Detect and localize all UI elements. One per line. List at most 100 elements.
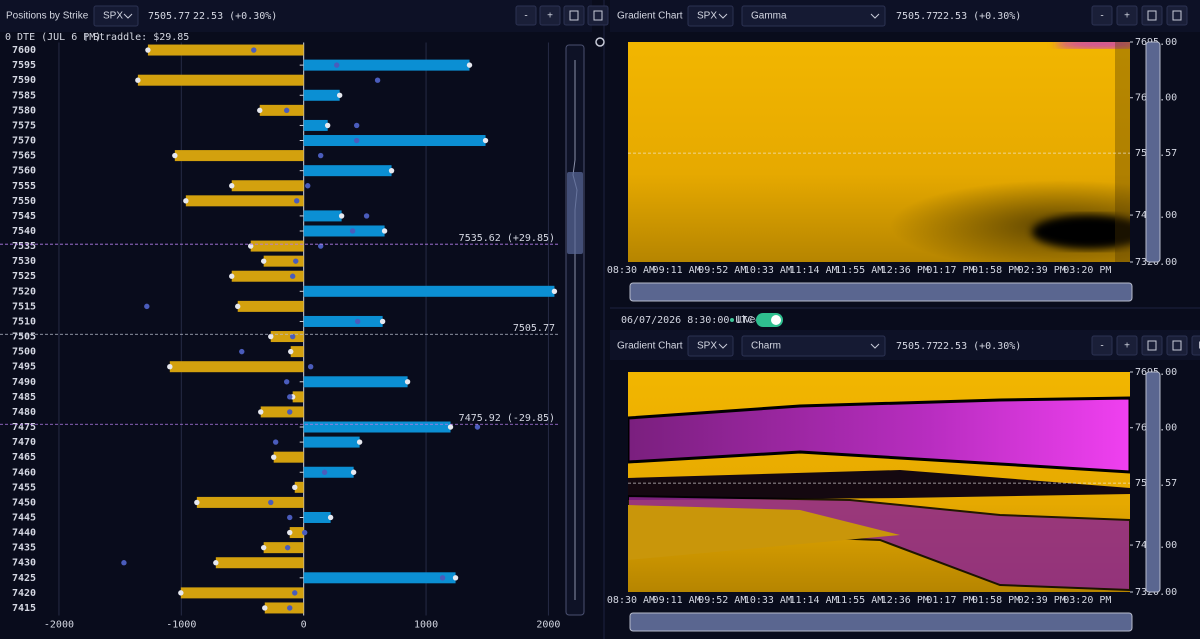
y-tick-label: 7515 — [12, 301, 36, 312]
y-tick-label: 7580 — [12, 105, 36, 116]
x-tick-label: 0 — [301, 620, 307, 631]
y-tick-label: 7500 — [12, 347, 36, 358]
x-tick-label: -1000 — [166, 620, 196, 631]
y-tick-label: 7570 — [12, 136, 36, 147]
y-tick-label: 7425 — [12, 573, 36, 584]
bar-end-dot — [324, 122, 331, 129]
button[interactable] — [1191, 335, 1200, 356]
bar — [303, 59, 470, 71]
v-scrollbar[interactable] — [1145, 371, 1161, 593]
x-tick-label: 12:36 PM — [881, 265, 929, 276]
bar — [303, 315, 383, 327]
dot — [289, 273, 296, 279]
live-label: Live — [737, 315, 756, 326]
dot — [353, 137, 360, 144]
bar-end-dot — [292, 484, 298, 491]
dot — [272, 439, 279, 445]
x-tick-label: 12:36 PM — [881, 595, 929, 606]
button[interactable] — [1091, 335, 1113, 356]
dropdown[interactable] — [687, 335, 734, 357]
y-tick-label: 7480 — [12, 407, 36, 418]
timestamp: 06/07/2026 8:30:00 UTC-4 — [621, 315, 766, 326]
button[interactable] — [1116, 335, 1138, 356]
x-tick-label: 11:14 AM — [789, 595, 837, 606]
bar-end-dot — [404, 379, 411, 385]
x-tick-label: 09:52 AM — [698, 265, 746, 276]
bar-end-dot — [167, 363, 173, 370]
bar — [185, 195, 304, 207]
dropdown[interactable] — [93, 5, 139, 27]
h-scrollbar[interactable] — [629, 612, 1133, 632]
button[interactable] — [1091, 5, 1113, 26]
bar-end-dot — [213, 560, 219, 566]
bar-end-dot — [183, 198, 189, 204]
bar — [237, 300, 304, 312]
price: 7505.77 — [896, 11, 938, 22]
y-tick-label: 7435 — [12, 543, 36, 554]
button-icon — [569, 10, 579, 21]
bar — [174, 150, 304, 162]
panel-title: Gradient Chart — [617, 11, 683, 22]
bar — [303, 466, 354, 478]
button[interactable] — [587, 5, 609, 26]
button[interactable] — [1166, 335, 1188, 356]
y-tick-label: 7540 — [12, 226, 36, 237]
price: 7505.77 — [148, 11, 190, 22]
button[interactable] — [1141, 335, 1163, 356]
chevron — [123, 13, 133, 19]
y-tick-label: 7455 — [12, 482, 36, 493]
dot — [239, 348, 245, 355]
dot — [289, 333, 296, 340]
bar-end-dot — [466, 62, 473, 68]
chevron — [870, 13, 880, 19]
button-icon — [1172, 10, 1182, 21]
x-tick-label: -2000 — [44, 620, 74, 631]
bar — [215, 557, 304, 569]
bar-end-dot — [338, 213, 345, 219]
dot — [284, 544, 291, 551]
bar — [196, 496, 304, 508]
button-label: + — [1124, 341, 1130, 352]
dot — [121, 560, 127, 566]
settings-icon[interactable] — [595, 37, 605, 47]
button[interactable] — [1166, 5, 1188, 26]
y-tick-label: 7585 — [12, 90, 36, 101]
y-tick-label: 7600 — [12, 45, 36, 56]
dot — [305, 183, 311, 189]
button-label: - — [1100, 341, 1103, 352]
scrollbar-thumb[interactable] — [567, 172, 583, 254]
v-scrollbar[interactable] — [1145, 41, 1161, 263]
dot — [283, 107, 290, 114]
x-tick-label: 11:55 AM — [835, 265, 883, 276]
x-tick-label: 01:58 PM — [972, 265, 1020, 276]
y-tick-label: 7595 — [12, 60, 36, 71]
x-tick-label: 10:33 AM — [744, 265, 792, 276]
x-tick-label: 03:20 PM — [1063, 595, 1111, 606]
button[interactable] — [515, 5, 537, 26]
charm-heatmap — [628, 372, 1130, 592]
bar-end-dot — [172, 152, 178, 159]
dot — [374, 77, 381, 83]
dot — [307, 363, 314, 370]
bar — [231, 180, 304, 192]
button[interactable] — [1116, 5, 1138, 26]
dropdown[interactable] — [741, 5, 886, 27]
button[interactable] — [1141, 5, 1163, 26]
dropdown[interactable] — [687, 5, 734, 27]
dropdown[interactable] — [741, 335, 886, 357]
bar — [303, 511, 331, 523]
y-tick-label: 7450 — [12, 497, 36, 508]
bar-end-dot — [271, 454, 277, 460]
bar — [259, 104, 304, 116]
dot — [294, 198, 300, 204]
button[interactable] — [563, 5, 585, 26]
dot — [474, 424, 481, 430]
bar — [169, 361, 304, 373]
button[interactable] — [539, 5, 561, 26]
panel-title: Positions by Strike — [6, 11, 89, 22]
y-tick-label: 7535 — [12, 241, 36, 252]
h-scrollbar[interactable] — [629, 282, 1133, 302]
heat-edge — [1115, 42, 1130, 262]
